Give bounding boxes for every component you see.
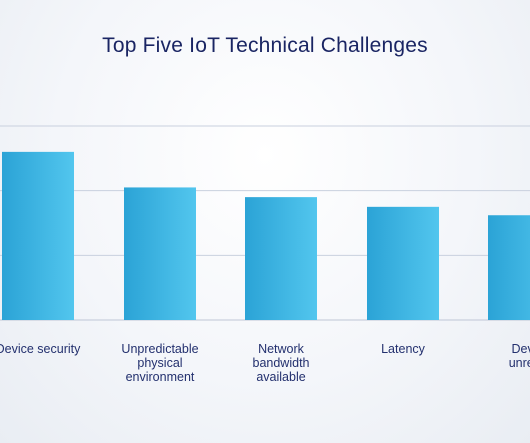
bar-2	[245, 197, 317, 320]
bar-3	[367, 206, 439, 320]
bar-1	[124, 187, 196, 320]
category-label-4: Deviunreli	[509, 342, 530, 370]
category-label-2: Network bandwidth available	[253, 342, 310, 384]
bar-4	[488, 215, 530, 320]
bars	[2, 151, 530, 320]
category-labels: Device security Unpredictable physical envi…	[0, 342, 530, 384]
bar-0	[2, 151, 74, 320]
category-label-1: Unpredictable physical environment	[121, 342, 198, 384]
category-label-3: Latency	[381, 342, 426, 356]
category-label-0: Device security	[0, 342, 81, 356]
chart-title: Top Five IoT Technical Challenges	[102, 34, 428, 57]
